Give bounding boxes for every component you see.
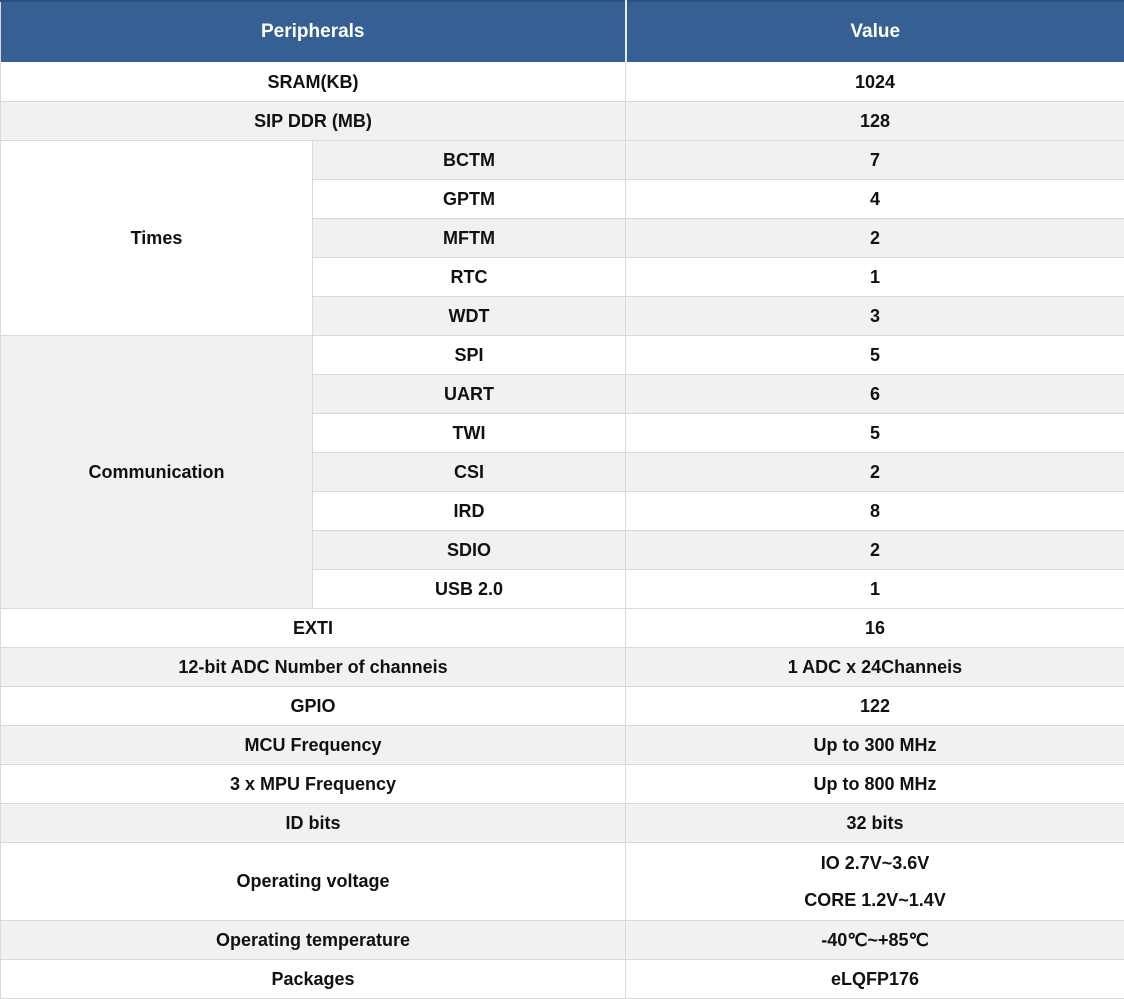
row-label: MCU Frequency [1, 726, 626, 765]
row-value: 7 [626, 141, 1124, 180]
row-label: WDT [313, 297, 626, 336]
row-operating-temperature: Operating temperature -40℃~+85℃ [1, 921, 1124, 960]
row-value: eLQFP176 [626, 960, 1124, 999]
row-label: MFTM [313, 219, 626, 258]
row-sram: SRAM(KB) 1024 [1, 63, 1124, 102]
row-value: IO 2.7V~3.6V CORE 1.2V~1.4V [626, 843, 1124, 921]
row-value: 32 bits [626, 804, 1124, 843]
row-value: 1 ADC x 24Channeis [626, 648, 1124, 687]
row-label: GPIO [1, 687, 626, 726]
group-label-communication: Communication [1, 336, 313, 609]
row-value: 2 [626, 219, 1124, 258]
row-mpu-frequency: 3 x MPU Frequency Up to 800 MHz [1, 765, 1124, 804]
row-value: 1 [626, 258, 1124, 297]
header-row: Peripherals Value [1, 1, 1124, 63]
row-label: RTC [313, 258, 626, 297]
row-label: SDIO [313, 531, 626, 570]
header-value: Value [626, 1, 1124, 63]
row-label: 3 x MPU Frequency [1, 765, 626, 804]
row-value: Up to 800 MHz [626, 765, 1124, 804]
group-label-times: Times [1, 141, 313, 336]
row-operating-voltage: Operating voltage IO 2.7V~3.6V CORE 1.2V… [1, 843, 1124, 921]
row-label: IRD [313, 492, 626, 531]
row-label: SRAM(KB) [1, 63, 626, 102]
row-id-bits: ID bits 32 bits [1, 804, 1124, 843]
row-label: GPTM [313, 180, 626, 219]
row-bctm: Times BCTM 7 [1, 141, 1124, 180]
row-label: 12-bit ADC Number of channeis [1, 648, 626, 687]
row-value: 16 [626, 609, 1124, 648]
row-mcu-frequency: MCU Frequency Up to 300 MHz [1, 726, 1124, 765]
row-value: 6 [626, 375, 1124, 414]
header-peripherals: Peripherals [1, 1, 626, 63]
row-value: 122 [626, 687, 1124, 726]
table-body: SRAM(KB) 1024 SIP DDR (MB) 128 Times BCT… [1, 63, 1124, 999]
row-label: EXTI [1, 609, 626, 648]
row-value: Up to 300 MHz [626, 726, 1124, 765]
row-label: USB 2.0 [313, 570, 626, 609]
row-value: 8 [626, 492, 1124, 531]
row-label: UART [313, 375, 626, 414]
row-value: 1 [626, 570, 1124, 609]
row-label: SIP DDR (MB) [1, 102, 626, 141]
row-label: Packages [1, 960, 626, 999]
row-label: TWI [313, 414, 626, 453]
row-value: 5 [626, 336, 1124, 375]
row-label: CSI [313, 453, 626, 492]
row-label: BCTM [313, 141, 626, 180]
row-exti: EXTI 16 [1, 609, 1124, 648]
row-label: Operating voltage [1, 843, 626, 921]
row-value: 5 [626, 414, 1124, 453]
row-value: 2 [626, 453, 1124, 492]
voltage-line-core: CORE 1.2V~1.4V [626, 882, 1124, 919]
voltage-line-io: IO 2.7V~3.6V [626, 845, 1124, 882]
row-label: Operating temperature [1, 921, 626, 960]
row-value: 3 [626, 297, 1124, 336]
row-value: 4 [626, 180, 1124, 219]
row-value: 128 [626, 102, 1124, 141]
row-label: ID bits [1, 804, 626, 843]
row-packages: Packages eLQFP176 [1, 960, 1124, 999]
row-label: SPI [313, 336, 626, 375]
row-gpio: GPIO 122 [1, 687, 1124, 726]
row-spi: Communication SPI 5 [1, 336, 1124, 375]
row-sip-ddr: SIP DDR (MB) 128 [1, 102, 1124, 141]
row-value: 1024 [626, 63, 1124, 102]
row-value: -40℃~+85℃ [626, 921, 1124, 960]
row-adc-channels: 12-bit ADC Number of channeis 1 ADC x 24… [1, 648, 1124, 687]
table-header: Peripherals Value [1, 1, 1124, 63]
row-value: 2 [626, 531, 1124, 570]
